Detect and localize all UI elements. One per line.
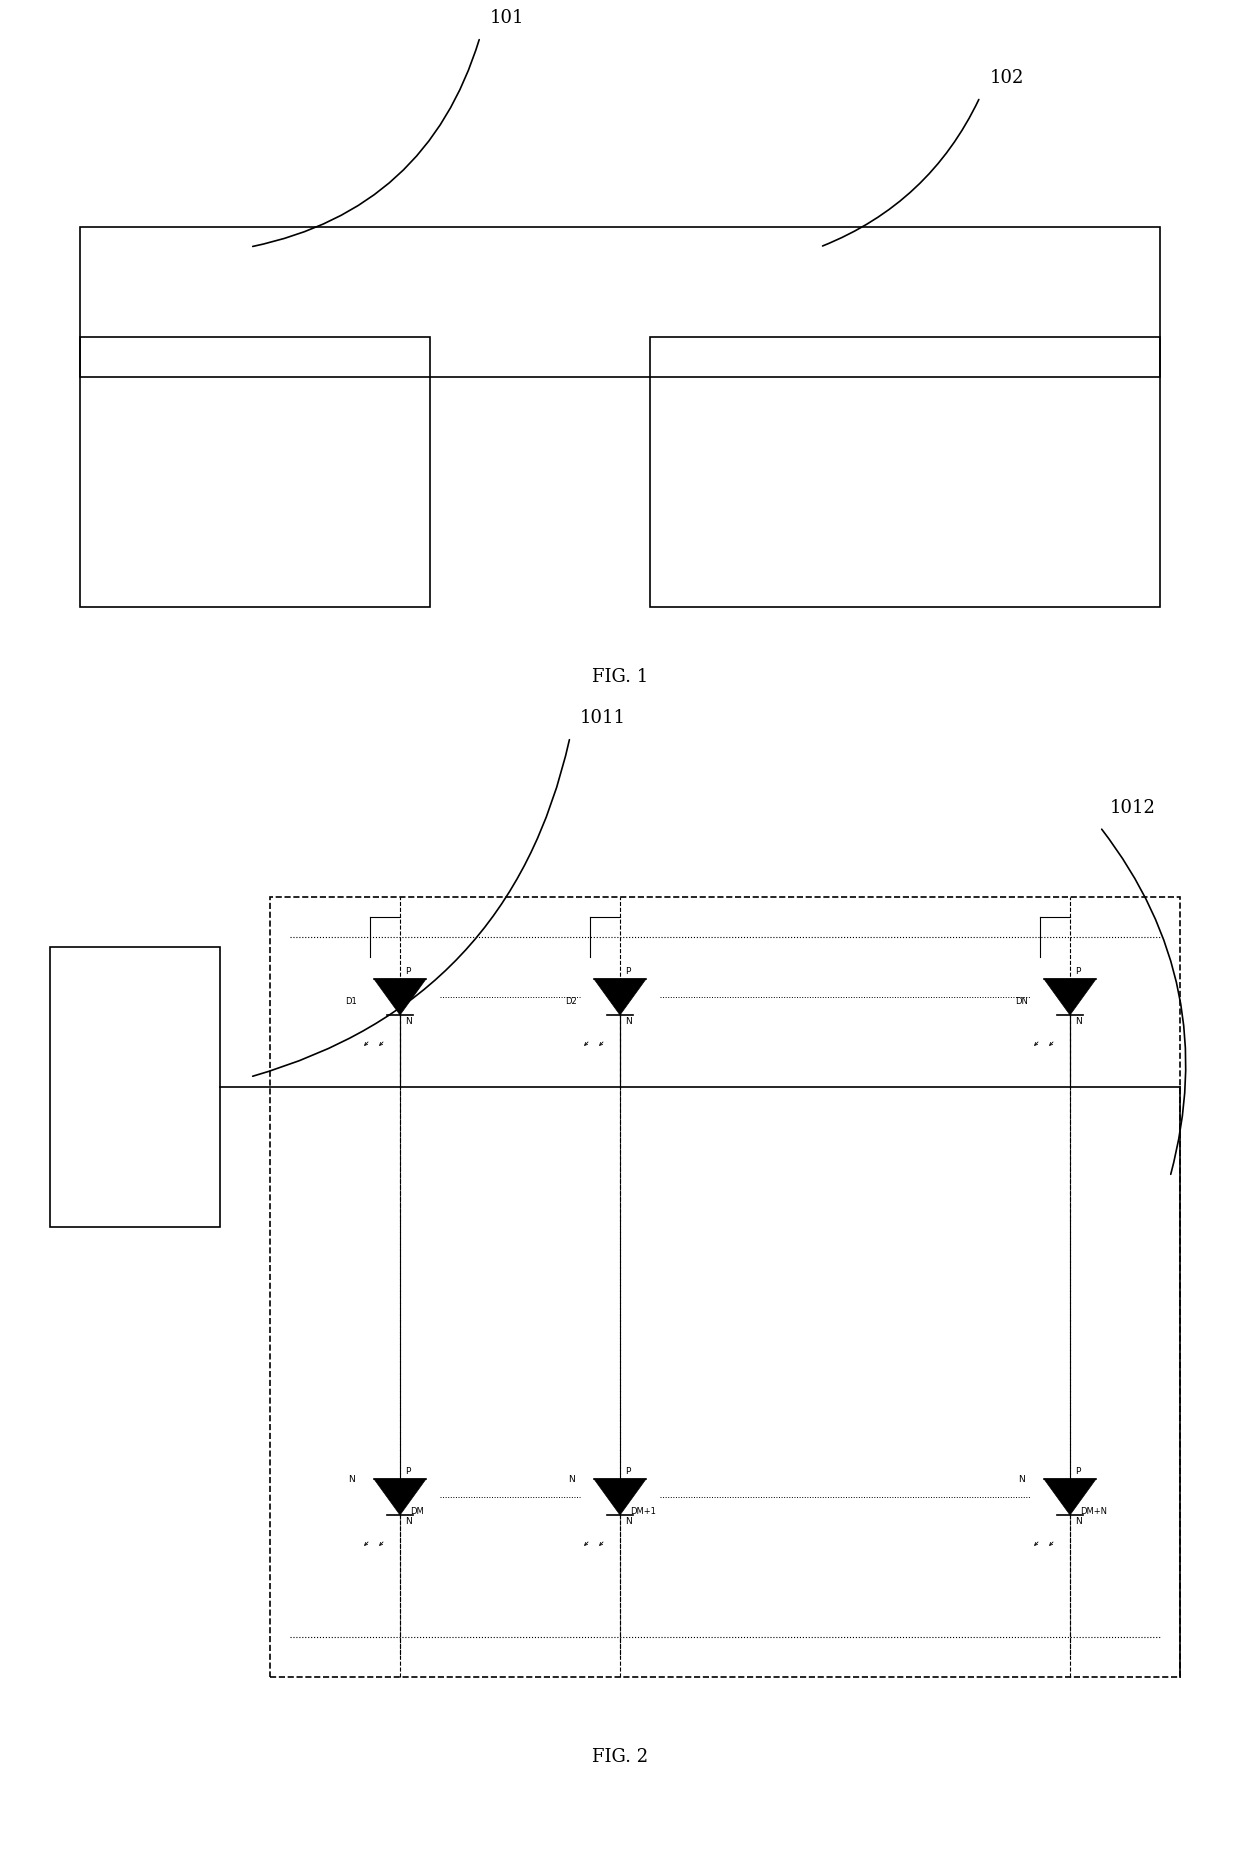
Text: DM+1: DM+1 <box>630 1508 656 1517</box>
Text: N: N <box>348 1474 355 1484</box>
Text: N: N <box>405 1018 412 1027</box>
Text: N: N <box>568 1474 575 1484</box>
Text: N: N <box>625 1517 631 1526</box>
Bar <box>270 897 1180 1677</box>
Text: DM+N: DM+N <box>1080 1508 1107 1517</box>
Text: N: N <box>1075 1517 1081 1526</box>
Text: N: N <box>1075 1018 1081 1027</box>
Text: P: P <box>405 1467 410 1476</box>
Polygon shape <box>594 979 646 1016</box>
Text: 101: 101 <box>490 9 525 28</box>
Text: DN: DN <box>1016 997 1028 1006</box>
Text: D1: D1 <box>345 997 357 1006</box>
Text: FIG. 2: FIG. 2 <box>591 1747 649 1766</box>
Text: P: P <box>625 1467 630 1476</box>
Text: P: P <box>1075 1467 1080 1476</box>
Polygon shape <box>374 979 427 1016</box>
Bar <box>650 336 1159 607</box>
Text: P: P <box>625 967 630 977</box>
Text: FIG. 1: FIG. 1 <box>591 669 649 685</box>
Text: 102: 102 <box>990 69 1024 87</box>
Text: P: P <box>1075 967 1080 977</box>
Polygon shape <box>1044 1478 1096 1515</box>
Polygon shape <box>1044 979 1096 1016</box>
Text: N: N <box>625 1018 631 1027</box>
Bar <box>81 227 1159 377</box>
Text: 1012: 1012 <box>1110 799 1156 817</box>
Polygon shape <box>594 1478 646 1515</box>
Text: N: N <box>1018 1474 1025 1484</box>
Bar <box>50 947 219 1227</box>
Text: DM: DM <box>410 1508 424 1517</box>
Polygon shape <box>374 1478 427 1515</box>
Text: P: P <box>405 967 410 977</box>
Text: N: N <box>405 1517 412 1526</box>
Text: D2: D2 <box>565 997 577 1006</box>
Bar <box>81 336 430 607</box>
Text: 1011: 1011 <box>580 709 626 726</box>
